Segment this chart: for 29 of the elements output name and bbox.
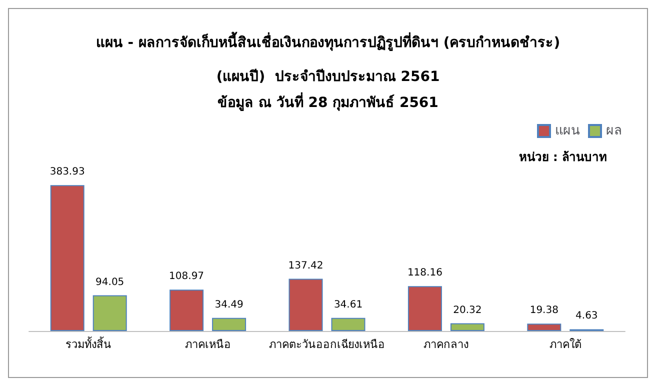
bar	[288, 278, 323, 331]
x-tick-label: ภาคใต้	[549, 338, 582, 351]
bar	[212, 318, 246, 331]
data-label: 108.97	[169, 271, 204, 282]
bar	[50, 185, 84, 331]
legend-label: แผน	[555, 124, 580, 138]
data-label: 20.32	[453, 304, 482, 316]
data-label: 94.05	[96, 276, 124, 288]
data-label: 118.16	[407, 268, 442, 279]
chart-title: แผน - ผลการจัดเก็บหนี้สินเชื่อเงินกองทุนการปฏิรูปที่ดินฯ (ครบกำหนดชำระ)	[96, 31, 560, 51]
bar	[92, 295, 127, 331]
x-tick-label: รวมทั้งสิ้น	[66, 336, 112, 351]
data-label: 383.93	[50, 166, 85, 178]
data-label: 34.49	[214, 299, 244, 310]
bar	[527, 324, 562, 331]
data-label: 34.61	[334, 299, 363, 310]
text: หน่วย : ล้านบาท	[518, 150, 607, 164]
bar	[408, 286, 442, 331]
data-label: 19.38	[530, 305, 558, 316]
bar	[331, 318, 366, 331]
data-label: 4.63	[576, 310, 598, 322]
bar	[170, 290, 204, 331]
chart-subtitle: (แผนปี) ประจำปีงบประมาณ 2561 ข้อมูล ณ วันที่ 28 กุมภาพันธ์ 2561	[216, 69, 440, 111]
x-tick-label: ภาคตะวันออกเฉียงเหนือ	[269, 338, 385, 351]
x-tick-label: ภาคกลาง	[424, 338, 469, 351]
x-tick-label: ภาคเหนือ	[184, 338, 231, 351]
bar	[450, 323, 484, 331]
legend-label: ผล	[606, 124, 622, 138]
data-label: 137.42	[288, 260, 324, 272]
